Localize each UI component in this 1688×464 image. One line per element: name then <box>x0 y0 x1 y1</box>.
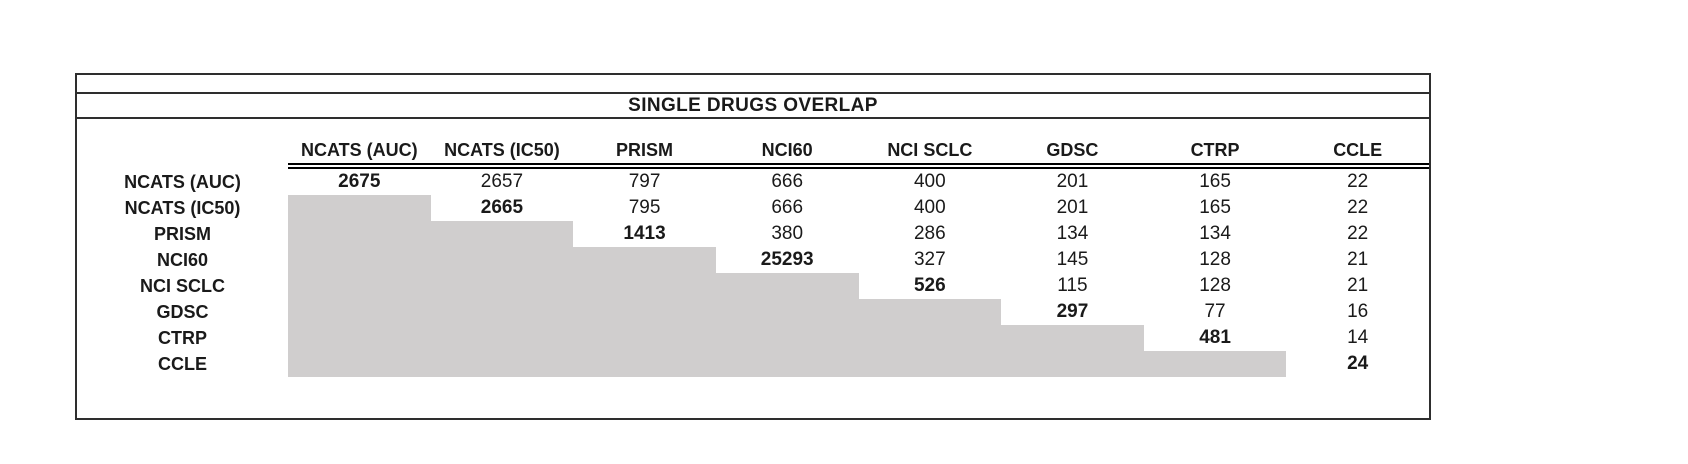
column-header: GDSC <box>1001 140 1144 169</box>
value-cell: 797 <box>628 171 661 192</box>
column-header: NCI SCLC <box>858 140 1002 169</box>
shaded-cell <box>573 325 716 351</box>
value-cell: 327 <box>913 249 946 270</box>
shaded-cell <box>573 299 716 325</box>
value-cell: 22 <box>1347 171 1369 192</box>
shaded-cell <box>430 325 574 351</box>
column-header: CTRP <box>1143 140 1287 169</box>
row-header: CTRP <box>158 327 207 348</box>
value-cell: 666 <box>771 197 804 218</box>
shaded-cell <box>858 351 1002 377</box>
value-cell: 21 <box>1347 249 1369 270</box>
diagonal-value-cell: 526 <box>913 275 946 296</box>
shaded-cell <box>288 221 431 247</box>
column-header-row: NCATS (AUC) NCATS (IC50) PRISM NCI60 NCI SCL… <box>77 140 1429 169</box>
shaded-cell <box>430 221 574 247</box>
row-header: NCI60 <box>156 249 209 270</box>
row-header: PRISM <box>153 223 211 244</box>
table-row: CCLE 24 <box>77 351 1429 377</box>
value-cell: 14 <box>1347 327 1369 348</box>
value-cell: 134 <box>1199 223 1231 244</box>
shaded-cell <box>1143 351 1287 377</box>
shaded-cell <box>573 351 716 377</box>
diagonal-value-cell: 481 <box>1199 327 1231 348</box>
value-cell: 77 <box>1204 301 1226 322</box>
value-cell: 286 <box>913 223 946 244</box>
table-row: NCATS (AUC) 2675 2657 797 666 400 201 165 22 <box>77 169 1429 195</box>
top-empty-strip <box>77 75 1429 94</box>
shaded-cell <box>573 247 716 273</box>
shaded-cell <box>715 351 859 377</box>
shaded-cell <box>715 325 859 351</box>
table-row: GDSC 297 77 16 <box>77 299 1429 325</box>
value-cell: 128 <box>1199 249 1231 270</box>
row-header: GDSC <box>156 301 209 322</box>
shaded-cell <box>430 351 574 377</box>
shaded-cell <box>288 351 431 377</box>
value-cell: 134 <box>1056 223 1089 244</box>
shaded-cell <box>858 325 1002 351</box>
shaded-cell <box>288 195 431 221</box>
table-row: CTRP 481 14 <box>77 325 1429 351</box>
diagonal-value-cell: 2675 <box>338 171 381 192</box>
shaded-cell <box>1001 351 1144 377</box>
shaded-cell <box>858 299 1002 325</box>
shaded-cell <box>288 325 431 351</box>
shaded-cell <box>430 273 574 299</box>
value-cell: 16 <box>1347 301 1369 322</box>
diagonal-value-cell: 1413 <box>623 223 666 244</box>
shaded-cell <box>715 299 859 325</box>
corner-cell <box>77 143 288 169</box>
value-cell: 21 <box>1347 275 1369 296</box>
column-header: NCI60 <box>715 140 859 169</box>
value-cell: 128 <box>1199 275 1231 296</box>
diagonal-value-cell: 24 <box>1347 353 1369 374</box>
value-cell: 22 <box>1347 223 1369 244</box>
column-header: PRISM <box>573 140 716 169</box>
row-header: CCLE <box>158 353 207 374</box>
shaded-cell <box>1001 325 1144 351</box>
value-cell: 165 <box>1199 171 1231 192</box>
value-cell: 400 <box>913 171 946 192</box>
shaded-cell <box>288 299 431 325</box>
value-cell: 201 <box>1056 171 1089 192</box>
column-header: CCLE <box>1286 140 1429 169</box>
value-cell: 115 <box>1057 275 1088 296</box>
shaded-cell <box>288 247 431 273</box>
value-cell: 380 <box>771 223 804 244</box>
value-cell: 22 <box>1347 197 1369 218</box>
value-cell: 795 <box>628 197 661 218</box>
shaded-cell <box>430 299 574 325</box>
column-header: NCATS (AUC) <box>288 140 431 169</box>
diagonal-value-cell: 25293 <box>760 249 814 270</box>
value-cell: 2657 <box>480 171 524 192</box>
row-header: NCATS (AUC) <box>124 171 241 192</box>
table-row: PRISM 1413 380 286 134 134 22 <box>77 221 1429 247</box>
shaded-cell <box>573 273 716 299</box>
shaded-cell <box>430 247 574 273</box>
diagonal-value-cell: 297 <box>1056 301 1089 322</box>
single-drugs-overlap-table: SINGLE DRUGS OVERLAP NCATS (AUC) NCATS (I… <box>75 73 1431 420</box>
shaded-cell <box>288 273 431 299</box>
row-header: NCI SCLC <box>140 275 225 296</box>
value-cell: 145 <box>1056 249 1089 270</box>
row-header: NCATS (IC50) <box>124 197 241 218</box>
table-title-row: SINGLE DRUGS OVERLAP <box>77 94 1429 119</box>
matrix-body: NCATS (AUC) 2675 2657 797 666 400 201 165 22 NCAT… <box>77 169 1429 377</box>
shaded-cell <box>715 273 859 299</box>
diagonal-value-cell: 2665 <box>480 197 524 218</box>
value-cell: 400 <box>913 197 946 218</box>
column-header: NCATS (IC50) <box>430 140 574 169</box>
value-cell: 666 <box>771 171 804 192</box>
value-cell: 201 <box>1056 197 1089 218</box>
table-row: NCI60 25293 327 145 128 21 <box>77 247 1429 273</box>
table-row: NCI SCLC 526 115 128 21 <box>77 273 1429 299</box>
table-title: SINGLE DRUGS OVERLAP <box>628 94 878 116</box>
value-cell: 165 <box>1199 197 1231 218</box>
table-row: NCATS (IC50) 2665 795 666 400 201 165 22 <box>77 195 1429 221</box>
